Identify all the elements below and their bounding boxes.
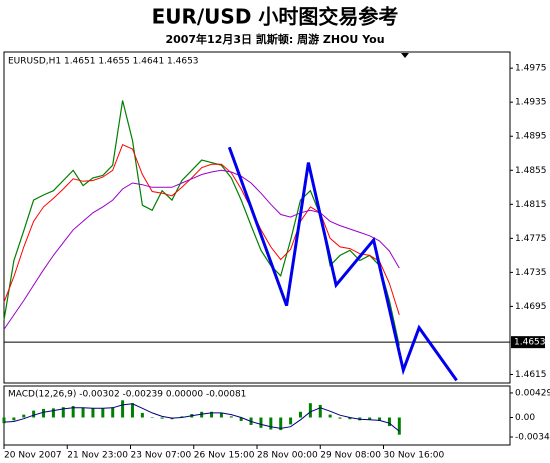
macd-bar (298, 411, 302, 418)
y-tick-label: -0.0034 (515, 432, 550, 442)
macd-bar (22, 414, 26, 418)
macd-bar (150, 417, 154, 419)
macd-bar (140, 412, 144, 418)
ma-line (3, 144, 400, 316)
macd-bar (229, 416, 233, 418)
macd-bar (101, 408, 105, 418)
macd-bar (348, 417, 352, 420)
macd-bar (51, 408, 55, 418)
y-tick-label: 1.4895 (515, 132, 547, 142)
x-tick-label: 20 Nov 2007 (4, 451, 62, 461)
x-tick-label: 26 Nov 15:00 (194, 451, 255, 461)
macd-bar (61, 407, 65, 418)
macd-bar (130, 403, 134, 418)
macd-bar (308, 403, 312, 418)
y-tick-label: 1.4735 (515, 268, 547, 278)
macd-bar (71, 406, 75, 418)
macd-bar (42, 408, 46, 418)
y-tick-label: 0.00429 (515, 388, 550, 398)
macd-bar (32, 410, 36, 418)
macd-header: MACD(12,26,9) -0.00302 -0.00239 0.00000 … (8, 390, 246, 400)
price-panel (3, 51, 511, 384)
macd-bar (180, 416, 184, 418)
marker (401, 53, 409, 58)
macd-bar (200, 411, 204, 418)
macd-bar (2, 417, 6, 424)
macd-bar (279, 417, 283, 431)
macd-bar (338, 417, 342, 419)
x-tick-label: 28 Nov 00:00 (257, 451, 318, 461)
y-tick-label: 0.00 (515, 413, 535, 423)
y-tick-label: 1.4695 (515, 302, 547, 312)
y-tick-label: 1.4935 (515, 98, 547, 108)
y-tick-label: 1.4975 (515, 64, 547, 74)
macd-bar (318, 404, 322, 418)
chart-subtitle: 2007年12月3日 凯斯顿: 周游 ZHOU You (165, 32, 384, 46)
macd-bar (160, 417, 164, 419)
macd-bar (91, 408, 95, 418)
trend-line (227, 146, 458, 382)
macd-bar (111, 407, 115, 418)
macd-bar (259, 417, 263, 428)
price-header: EURUSD,H1 1.4651 1.4655 1.4641 1.4653 (8, 57, 199, 67)
current-price-label: 1.4653 (514, 338, 546, 348)
macd-bar (368, 417, 372, 420)
x-tick-label: 23 Nov 07:00 (131, 451, 192, 461)
y-tick-label: 1.4855 (515, 166, 547, 176)
macd-bar (81, 407, 85, 418)
macd-bar (328, 414, 332, 418)
macd-bar (12, 417, 16, 421)
macd-bar (289, 417, 293, 425)
price-line (3, 100, 400, 346)
x-tick-label: 29 Nov 08:00 (320, 451, 381, 461)
macd-bar (219, 412, 223, 418)
y-tick-label: 1.4615 (515, 370, 547, 380)
macd-bar (239, 417, 243, 421)
macd-bar (387, 417, 391, 427)
macd-bar (397, 417, 401, 435)
y-tick-label: 1.4775 (515, 234, 547, 244)
chart-title: EUR/USD 小时图交易参考 (152, 5, 399, 29)
macd-bar (210, 411, 214, 418)
macd-bar (269, 417, 273, 430)
current-price-box (511, 336, 545, 349)
x-tick-label: 21 Nov 23:00 (67, 451, 128, 461)
macd-bar (121, 400, 125, 418)
signal-line (3, 403, 400, 432)
y-tick-label: 1.4815 (515, 200, 547, 210)
ma-line (3, 169, 400, 330)
macd-bar (378, 417, 382, 421)
x-tick-label: 30 Nov 16:00 (384, 451, 445, 461)
macd-panel (3, 385, 511, 446)
